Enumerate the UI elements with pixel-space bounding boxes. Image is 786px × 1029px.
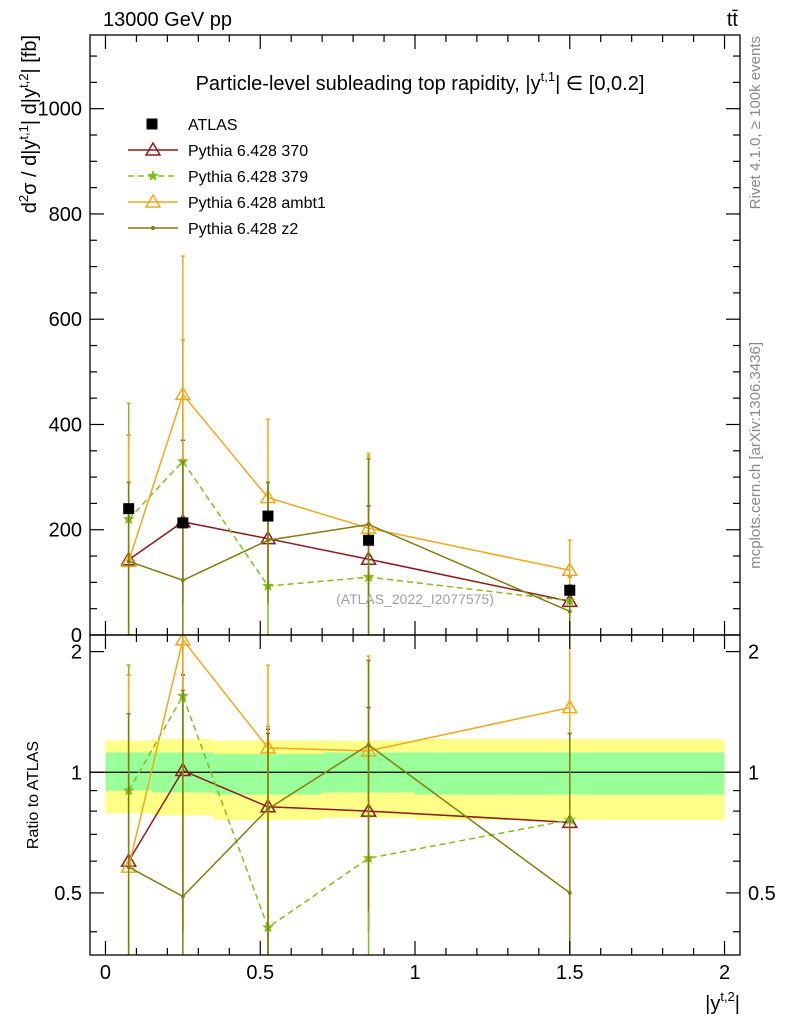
x-tick-label: 1.5: [556, 962, 584, 984]
y-tick-label: 0: [71, 625, 82, 647]
ratio-y-tick-label: 2: [71, 642, 82, 664]
atlas-data-point: [363, 534, 375, 546]
legend-marker: [144, 193, 162, 208]
series-point: [561, 561, 579, 577]
ratio-point: [180, 894, 185, 899]
legend-marker: [147, 169, 159, 181]
legend-label: Pythia 6.428 379: [188, 169, 308, 186]
ratio-point: [561, 699, 579, 714]
plot-title: Particle-level subleading top rapidity, …: [196, 69, 645, 95]
ratio-point: [366, 742, 371, 747]
series-point: [366, 522, 371, 527]
ratio-y-axis-label: Ratio to ATLAS: [25, 741, 42, 849]
legend-label: Pythia 6.428 ambt1: [188, 195, 326, 212]
header-process: 13000 GeV pp: [103, 9, 232, 31]
analysis-watermark: (ATLAS_2022_I2077575): [336, 591, 494, 607]
ratio-point: [265, 806, 270, 811]
series-point: [265, 538, 270, 543]
series-point: [174, 385, 192, 401]
y-tick-label: 1000: [38, 99, 83, 121]
series-point: [126, 559, 131, 564]
y-tick-label: 200: [49, 520, 82, 542]
legend-marker-atlas: [146, 118, 158, 130]
series-point: [567, 609, 572, 614]
ratio-point: [126, 865, 131, 870]
x-tick-label: 1: [409, 962, 420, 984]
ratio-y-tick-label-right: 2: [748, 642, 759, 664]
ratio-y-tick-label: 0.5: [54, 883, 82, 905]
series-point: [180, 578, 185, 583]
y-tick-label: 800: [49, 204, 82, 226]
atlas-data-point: [123, 503, 135, 515]
mcplots-label: mcplots.cern.ch [arXiv:1306.3436]: [747, 342, 764, 569]
x-tick-label: 0.5: [246, 962, 274, 984]
legend-label: Pythia 6.428 z2: [188, 221, 298, 238]
ratio-y-tick-label-right: 0.5: [748, 883, 776, 905]
rivet-label: Rivet 4.1.0, ≥ 100k events: [747, 36, 764, 209]
y-tick-label: 600: [49, 309, 82, 331]
legend-label-atlas: ATLAS: [188, 117, 238, 134]
header-final-state: tt̄: [727, 9, 739, 31]
ratio-y-tick-label: 1: [71, 762, 82, 784]
atlas-data-point: [262, 510, 274, 522]
ratio-point: [174, 635, 192, 646]
legend-label: Pythia 6.428 370: [188, 143, 308, 160]
atlas-data-point: [564, 584, 576, 596]
ratio-y-tick-label-right: 1: [748, 762, 759, 784]
ratio-point: [567, 890, 572, 895]
legend-marker: [144, 141, 162, 156]
x-tick-label: 0: [100, 962, 111, 984]
atlas-data-point: [177, 517, 189, 529]
y-tick-label: 400: [49, 414, 82, 436]
legend-marker: [151, 226, 155, 230]
y-axis-label: d2σ / d|yt,1| d|yt,2| [fb]: [16, 35, 41, 213]
x-axis-label: |yt,2|: [705, 989, 740, 1015]
x-tick-label: 2: [719, 962, 730, 984]
